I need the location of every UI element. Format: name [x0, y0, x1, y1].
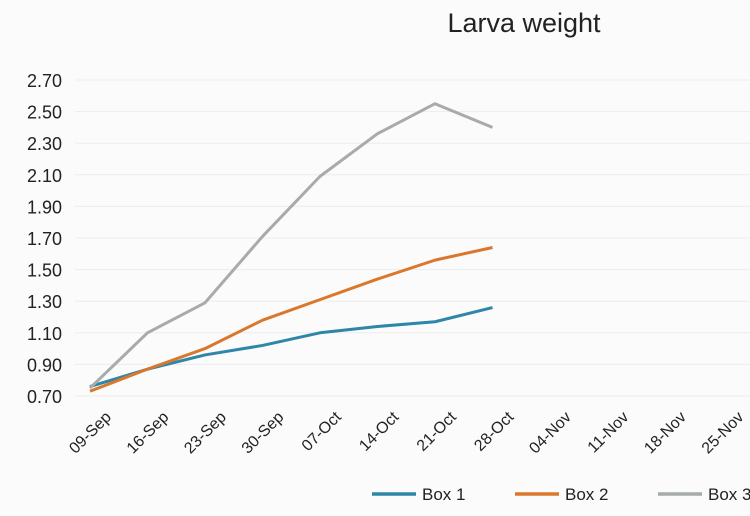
- y-tick-label: 1.10: [27, 324, 62, 344]
- y-tick-label: 2.50: [27, 103, 62, 123]
- y-tick-label: 0.90: [27, 355, 62, 375]
- legend-label: Box 1: [422, 485, 465, 504]
- y-tick-label: 2.70: [27, 71, 62, 91]
- y-tick-label: 2.30: [27, 134, 62, 154]
- series-line-box-3: [88, 102, 494, 390]
- series-line-box-1: [89, 306, 493, 388]
- y-tick-label: 1.70: [27, 229, 62, 249]
- legend-label: Box 2: [565, 485, 608, 504]
- x-tick-label: 21-Oct: [414, 408, 460, 454]
- legend-label: Box 3: [708, 485, 750, 504]
- y-tick-label: 2.10: [27, 166, 62, 186]
- chart-title: Larva weight: [447, 8, 601, 38]
- x-tick-label: 14-Oct: [356, 408, 402, 454]
- y-tick-label: 1.90: [27, 197, 62, 217]
- series-line-box-2: [89, 246, 493, 393]
- x-tick-label: 11-Nov: [585, 409, 633, 457]
- y-tick-label: 1.50: [27, 261, 62, 281]
- y-tick-label: 1.30: [27, 292, 62, 312]
- x-tick-label: 23-Sep: [181, 409, 230, 458]
- y-tick-label: 0.70: [27, 387, 62, 407]
- x-tick-label: 28-Oct: [471, 408, 517, 454]
- x-tick-label: 04-Nov: [526, 409, 574, 457]
- x-tick-label: 25-Nov: [699, 409, 747, 457]
- x-tick-label: 16-Sep: [124, 409, 173, 458]
- x-tick-label: 18-Nov: [641, 409, 689, 457]
- x-tick-label: 09-Sep: [66, 409, 115, 458]
- x-tick-label: 30-Sep: [239, 409, 288, 458]
- x-tick-label: 07-Oct: [299, 408, 345, 454]
